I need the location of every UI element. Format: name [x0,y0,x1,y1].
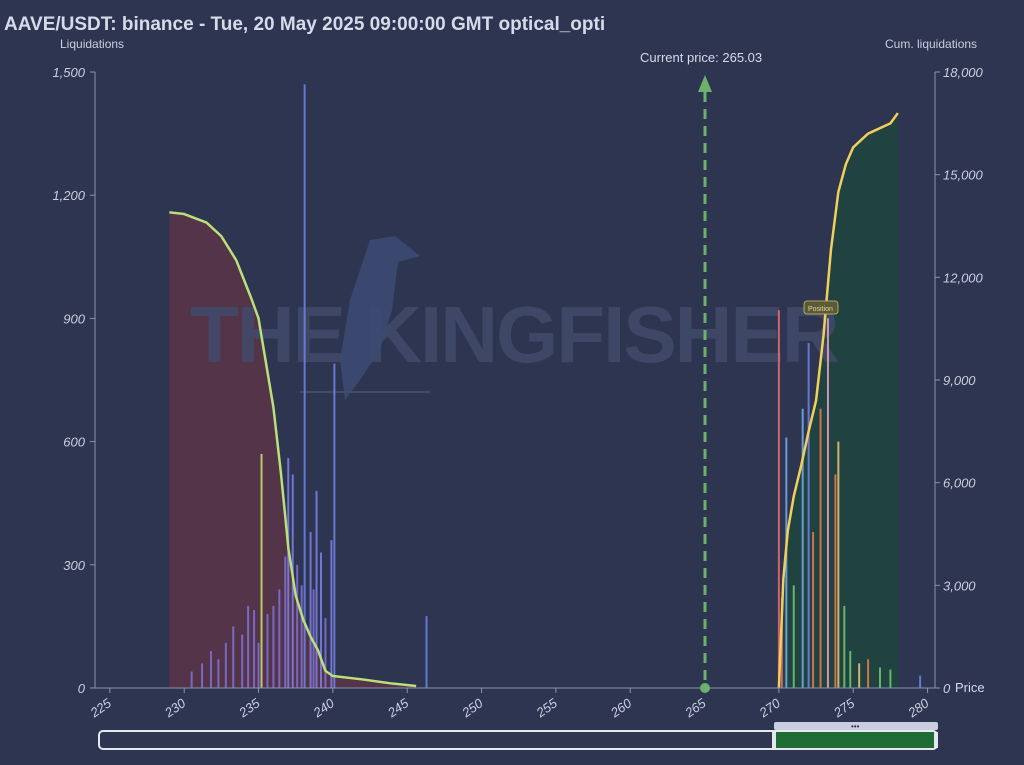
liquidation-bar [819,408,822,688]
liquidation-bar [792,585,795,688]
liquidation-bar [253,609,256,688]
liquidation-bar [190,671,193,688]
x-tick-label: 270 [756,695,784,721]
liquidation-bar [919,675,922,688]
liquidation-bar [425,616,428,688]
kingfisher-bird-icon [300,236,430,400]
range-slider-left-handle[interactable] [772,732,776,748]
liquidation-bar [807,343,810,688]
liquidation-bar [300,585,303,688]
liquidation-bar [232,626,235,688]
liquidation-bar [272,605,275,688]
liquidation-bar [785,437,788,688]
current-price-marker[interactable] [700,683,711,693]
liquidation-bar [834,474,837,688]
liquidation-bar [296,564,299,688]
x-tick-label: 235 [235,695,263,721]
liquidation-bar [257,642,260,688]
liquidation-bar [241,634,244,688]
x-tick-label: 250 [458,695,486,721]
liquidation-bar [849,651,852,688]
position-tag-label: Position [808,306,833,313]
y2-axis-label: Cum. liquidations [885,37,977,51]
x-tick-label: 265 [681,695,709,721]
range-slider-right-handle[interactable] [934,732,938,748]
x-tick-label: 230 [161,695,189,721]
liquidation-bar [201,663,204,688]
x-axis-label: Price [955,680,985,695]
y-tick-label: 0 [78,681,86,696]
liquidation-bar [209,651,212,688]
x-tick-label: 275 [830,695,858,721]
liquidation-bar [278,589,281,688]
liquidation-bar [247,605,250,688]
kingfisher-watermark: THE KINGFISHER [190,290,839,379]
liquidation-bar [319,552,322,688]
x-tick-label: 280 [904,695,932,721]
liquidation-bar [284,556,287,688]
liquidation-bar [812,531,815,688]
liquidation-bar [858,663,861,688]
liquidation-bar [330,540,333,688]
short_cum-curve [169,211,417,688]
y2-tick-label: 18,000 [943,65,984,80]
liquidation-bar [843,605,846,688]
liquidation-bar [777,310,780,688]
y2-tick-label: 3,000 [943,578,976,593]
liquidation-bar [303,84,306,688]
x-tick-label: 240 [310,695,338,721]
short_cum-area [169,212,417,689]
range-slider[interactable]: ••• [98,722,938,750]
current-price-label: Current price: 265.03 [640,50,762,65]
liquidation-bar [889,669,892,688]
liquidation-bar [217,659,220,688]
liquidation-bar [878,667,881,688]
liquidation-bar [801,408,804,688]
x-tick-label: 255 [533,695,561,721]
liquidation-bar [333,363,336,688]
liquidation-bar [837,441,840,688]
liquidation-bar [224,642,227,688]
y-tick-label: 300 [63,558,85,573]
range-slider-window[interactable] [774,732,936,748]
x-tick-label: 260 [607,695,635,721]
liquidation-bar [315,490,318,688]
liquidation-bar [312,589,315,688]
y2-tick-label: 6,000 [943,476,976,491]
y-tick-label: 900 [63,311,85,326]
long_cum-curve [777,112,899,689]
y-tick-label: 1,200 [52,188,85,203]
x-tick-label: 245 [384,695,412,721]
grip-dots-icon: ••• [851,722,860,731]
liquidation-bar [309,531,312,688]
liquidation-bar [826,318,829,688]
liquidation-bar [260,453,263,688]
liquidation-bar [867,659,870,688]
y2-tick-label: 15,000 [943,168,984,183]
y-tick-label: 600 [63,435,85,450]
current-price-arrow-icon [698,75,713,92]
liquidation-bar [287,458,290,688]
liquidation-bar [324,618,327,688]
y2-tick-label: 0 [943,681,951,696]
y2-tick-label: 9,000 [943,373,976,388]
range-slider-grip[interactable] [774,722,938,730]
y-axis-label: Liquidations [60,37,124,51]
x-tick-label: 225 [87,695,115,721]
chart-title: AAVE/USDT: binance - Tue, 20 May 2025 09… [4,14,606,35]
liquidation-bar [266,614,269,688]
y2-tick-label: 12,000 [943,270,984,285]
y-tick-label: 1,500 [52,65,85,80]
position-tag[interactable]: Position [803,300,839,315]
